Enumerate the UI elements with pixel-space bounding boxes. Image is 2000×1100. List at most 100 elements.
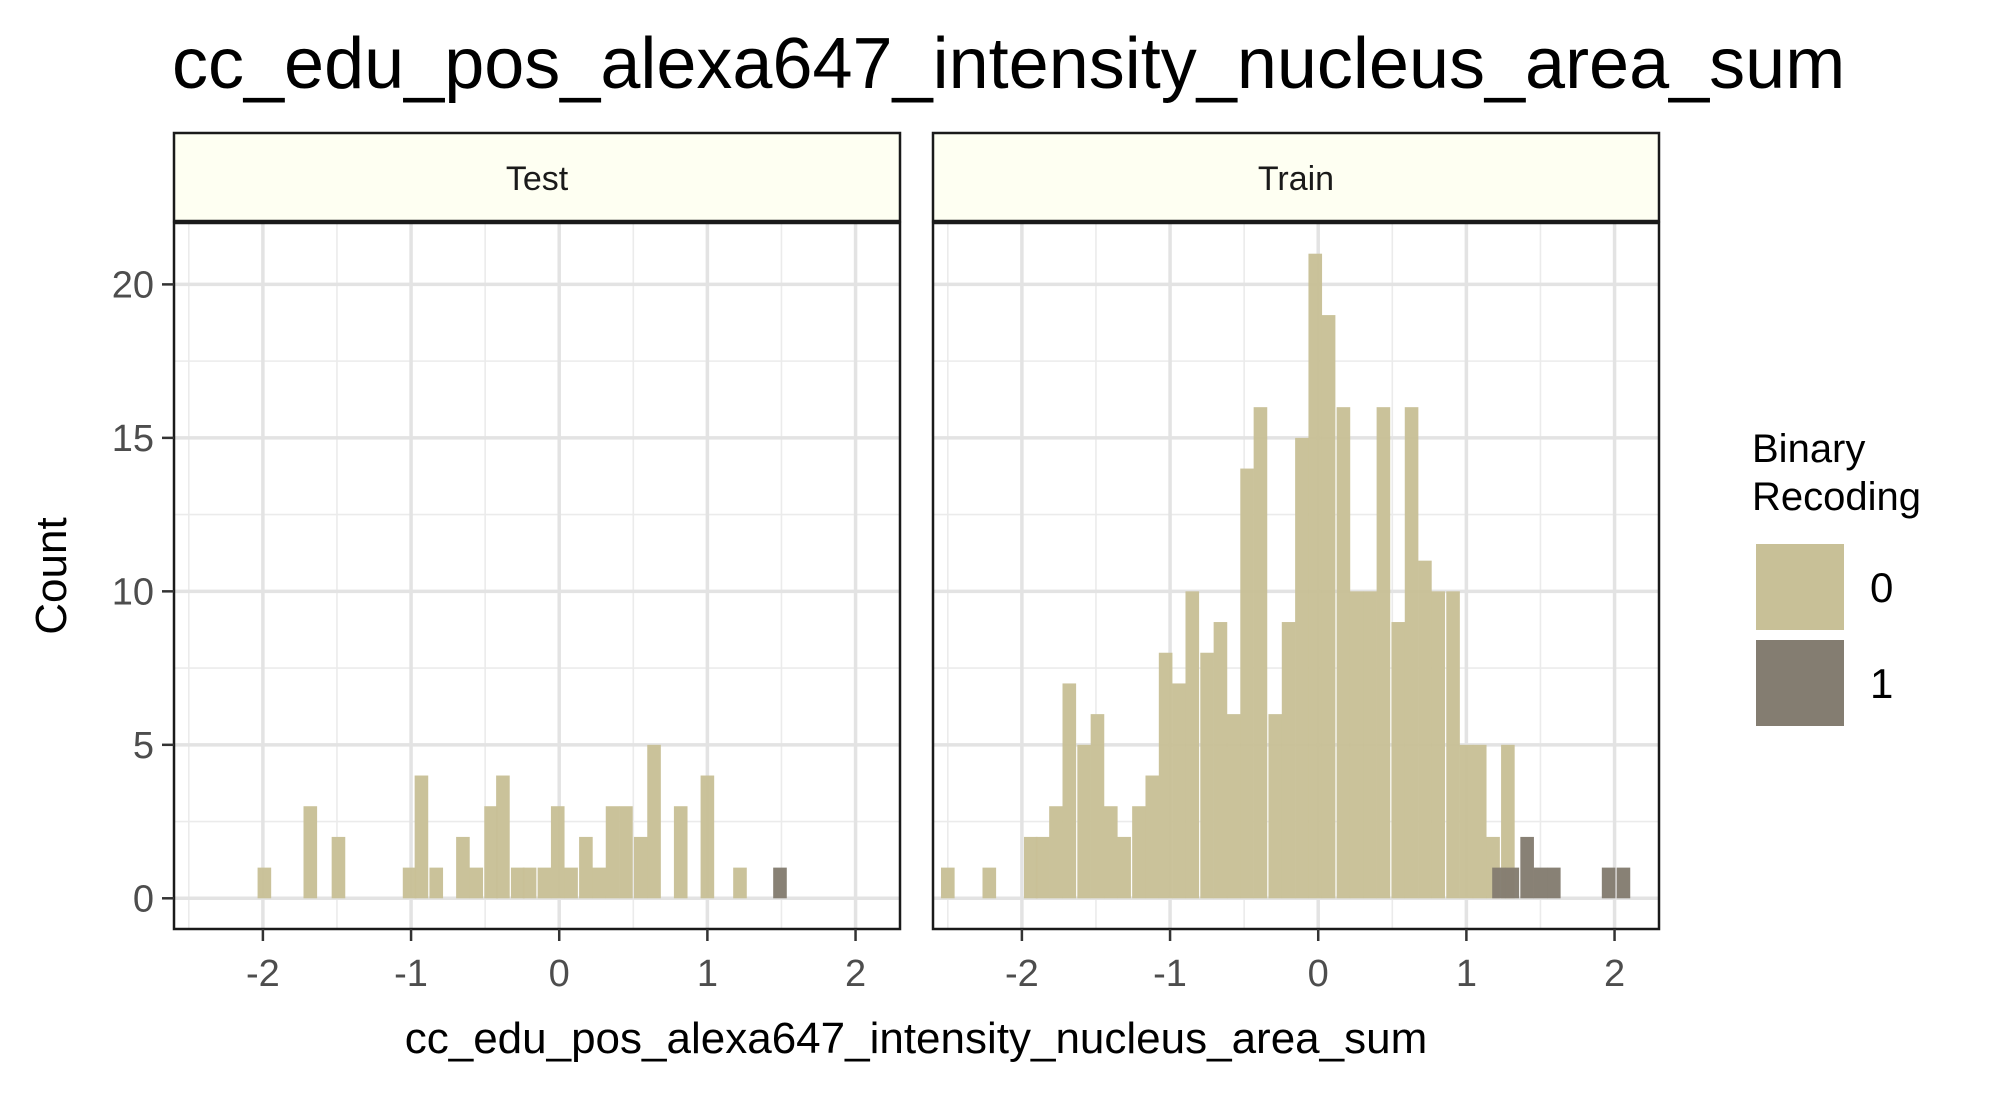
- histogram-bar-train: [1213, 622, 1228, 899]
- histogram-bar-test: [673, 806, 688, 899]
- histogram-bar-train: [1601, 867, 1616, 899]
- histogram-bar-test: [647, 744, 661, 899]
- histogram-bar-train: [1253, 407, 1268, 899]
- x-tick-label: 0: [1308, 953, 1329, 995]
- histogram-bar-test: [331, 836, 346, 899]
- histogram-bar-train: [1158, 652, 1173, 899]
- panel-border-train: [931, 221, 1661, 931]
- chart-title: cc_edu_pos_alexa647_intensity_nucleus_ar…: [172, 24, 1845, 104]
- histogram-bar-test: [496, 775, 510, 899]
- histogram-bar-train: [1547, 867, 1561, 899]
- histogram-bar-test: [522, 867, 537, 899]
- histogram-bar-train: [1023, 836, 1038, 899]
- legend: Binary Recoding 0 1: [1752, 427, 1921, 726]
- histogram-bar-train: [1492, 867, 1506, 899]
- histogram-bar-test: [537, 867, 552, 899]
- histogram-bar-test: [564, 867, 578, 899]
- facet-strip-train: [931, 131, 1661, 223]
- histogram-bar-test: [550, 806, 565, 899]
- facet-test: Test -2 -1 0 1 2 0 5 10 15 20: [112, 131, 902, 995]
- histogram-bar-train: [1533, 867, 1548, 899]
- x-tick-label: 0: [549, 953, 570, 995]
- histogram-bar-train: [1308, 253, 1323, 899]
- histogram-bar-train: [1117, 836, 1131, 899]
- histogram-bar-train: [1459, 744, 1474, 899]
- histogram-bar-train: [1200, 652, 1214, 899]
- histogram-bar-train: [1268, 714, 1283, 899]
- histogram-bar-train: [1049, 806, 1063, 899]
- histogram-bar-train: [1505, 867, 1520, 899]
- legend-label-0: 0: [1870, 564, 1893, 611]
- histogram-bar-train: [1321, 315, 1336, 899]
- histogram-bar-train: [1472, 744, 1487, 899]
- legend-title-line-1: Binary: [1752, 427, 1865, 471]
- y-tick-label: 10: [112, 571, 154, 613]
- histogram-bar-test: [592, 867, 607, 899]
- bars-train: [941, 253, 1631, 899]
- histogram-bar-test: [773, 867, 787, 899]
- legend-key-1: [1756, 640, 1844, 726]
- y-tick-label: 20: [112, 264, 154, 306]
- x-axis-train: -2 -1 0 1 2: [1005, 929, 1625, 995]
- histogram-bar-train: [1336, 407, 1351, 899]
- panel-border-test: [172, 221, 902, 931]
- x-axis-test: -2 -1 0 1 2: [246, 929, 866, 995]
- y-tick-label: 15: [112, 418, 154, 460]
- histogram-bar-test: [700, 775, 715, 899]
- histogram-bar-test: [510, 867, 525, 899]
- x-tick-label: -1: [1153, 953, 1187, 995]
- x-tick-label: -1: [394, 953, 428, 995]
- histogram-bar-train: [1090, 714, 1105, 899]
- legend-key-0: [1756, 544, 1844, 630]
- x-axis-title: cc_edu_pos_alexa647_intensity_nucleus_ar…: [405, 1014, 1428, 1063]
- histogram-bar-test: [414, 775, 429, 899]
- histogram-bar-train: [1062, 683, 1077, 899]
- histogram-bar-test: [733, 867, 747, 899]
- x-tick-label: -2: [1005, 953, 1039, 995]
- histogram-bar-test: [484, 806, 498, 899]
- gridlines-test: [174, 223, 900, 929]
- histogram-bar-test: [619, 806, 633, 899]
- histogram-bar-test: [402, 867, 417, 899]
- histogram-bar-test: [456, 836, 470, 899]
- y-tick-label: 0: [133, 878, 154, 920]
- histogram-bar-train: [1349, 591, 1364, 899]
- histogram-bar-train: [1418, 560, 1432, 899]
- histogram-bar-test: [469, 867, 484, 899]
- histogram-bar-train: [1520, 836, 1534, 899]
- histogram-bar-test: [579, 836, 593, 899]
- histogram-bar-train: [1103, 806, 1118, 899]
- histogram-bar-test: [429, 867, 444, 899]
- histogram-bar-train: [1501, 744, 1515, 899]
- histogram-bar-train: [1281, 622, 1296, 899]
- histogram-bar-train: [1226, 714, 1241, 899]
- histogram-bar-train: [1185, 591, 1200, 899]
- y-tick-label: 5: [133, 725, 154, 767]
- y-axis-title: Count: [27, 517, 76, 634]
- x-tick-label: 2: [1604, 953, 1625, 995]
- histogram-bar-train: [1240, 468, 1254, 899]
- histogram-bar-train: [1616, 867, 1631, 899]
- y-axis: 0 5 10 15 20: [112, 264, 174, 920]
- histogram-bar-train: [1077, 744, 1091, 899]
- x-tick-label: 1: [697, 953, 718, 995]
- x-tick-label: 2: [845, 953, 866, 995]
- histogram-bar-train: [1431, 591, 1446, 899]
- histogram-bar-train: [1404, 407, 1419, 899]
- histogram-bar-train: [1295, 437, 1309, 899]
- histogram-bar-train: [982, 867, 997, 899]
- panel-background-test: [174, 223, 900, 929]
- histogram-bar-train: [941, 867, 955, 899]
- histogram-bar-train: [1172, 683, 1186, 899]
- histogram-bar-train: [1376, 407, 1391, 899]
- histogram-bar-train: [1132, 806, 1146, 899]
- histogram-bar-train: [1363, 591, 1377, 899]
- legend-title-line-2: Recoding: [1752, 475, 1921, 519]
- facet-train: Train -2 -1 0 1 2: [931, 131, 1661, 995]
- histogram-bar-test: [633, 836, 648, 899]
- legend-label-1: 1: [1870, 660, 1893, 707]
- histogram-bar-test: [605, 806, 620, 899]
- x-tick-label: -2: [246, 953, 280, 995]
- facet-strip-test: [172, 131, 902, 223]
